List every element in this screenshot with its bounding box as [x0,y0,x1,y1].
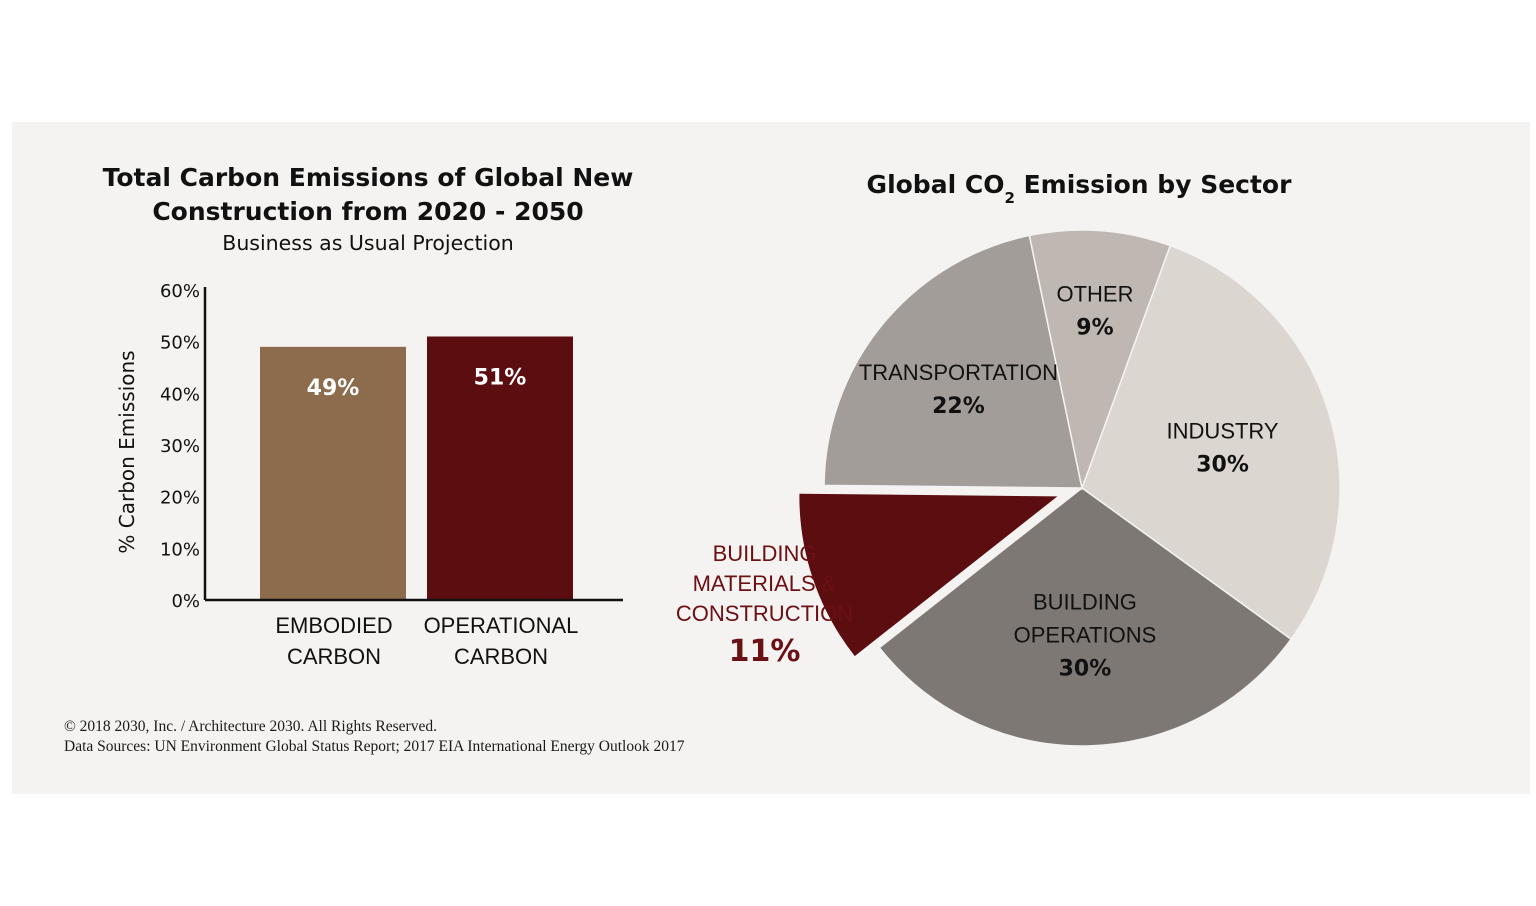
bar-title-line-2: Construction from 2020 - 2050 [152,197,583,226]
bar-operational [427,336,573,600]
bar-chart: Total Carbon Emissions of Global New Con… [103,163,634,669]
bar-embodied [260,346,406,600]
copyright-text: © 2018 2030, Inc. / Architecture 2030. A… [64,718,437,735]
x-category-label: OPERATIONAL [424,613,579,638]
x-category-label: CARBON [454,644,548,669]
y-tick-label: 10% [160,539,200,560]
y-tick-label: 20% [160,488,200,509]
bar-title-line-1: Total Carbon Emissions of Global New [103,163,634,192]
bar-value-label: 51% [474,366,527,391]
y-axis-label: % Carbon Emissions [115,350,139,553]
data-sources-text: Data Sources: UN Environment Global Stat… [64,738,685,755]
bar-value-label: 49% [307,376,360,401]
y-tick-label: 40% [160,384,200,405]
y-tick-label: 60% [160,281,200,302]
y-axis-ticks: 0% 10% 20% 30% 40% 50% 60% [160,281,200,612]
x-category-label: CARBON [287,644,381,669]
y-tick-label: 30% [160,436,200,457]
y-tick-label: 0% [171,591,200,612]
y-tick-label: 50% [160,333,200,354]
footer: © 2018 2030, Inc. / Architecture 2030. A… [64,717,684,757]
bars: 49% EMBODIED CARBON 51% OPERATIONAL CARBON [260,336,579,669]
x-category-label: EMBODIED [275,613,392,638]
bar-subtitle: Business as Usual Projection [222,231,514,255]
